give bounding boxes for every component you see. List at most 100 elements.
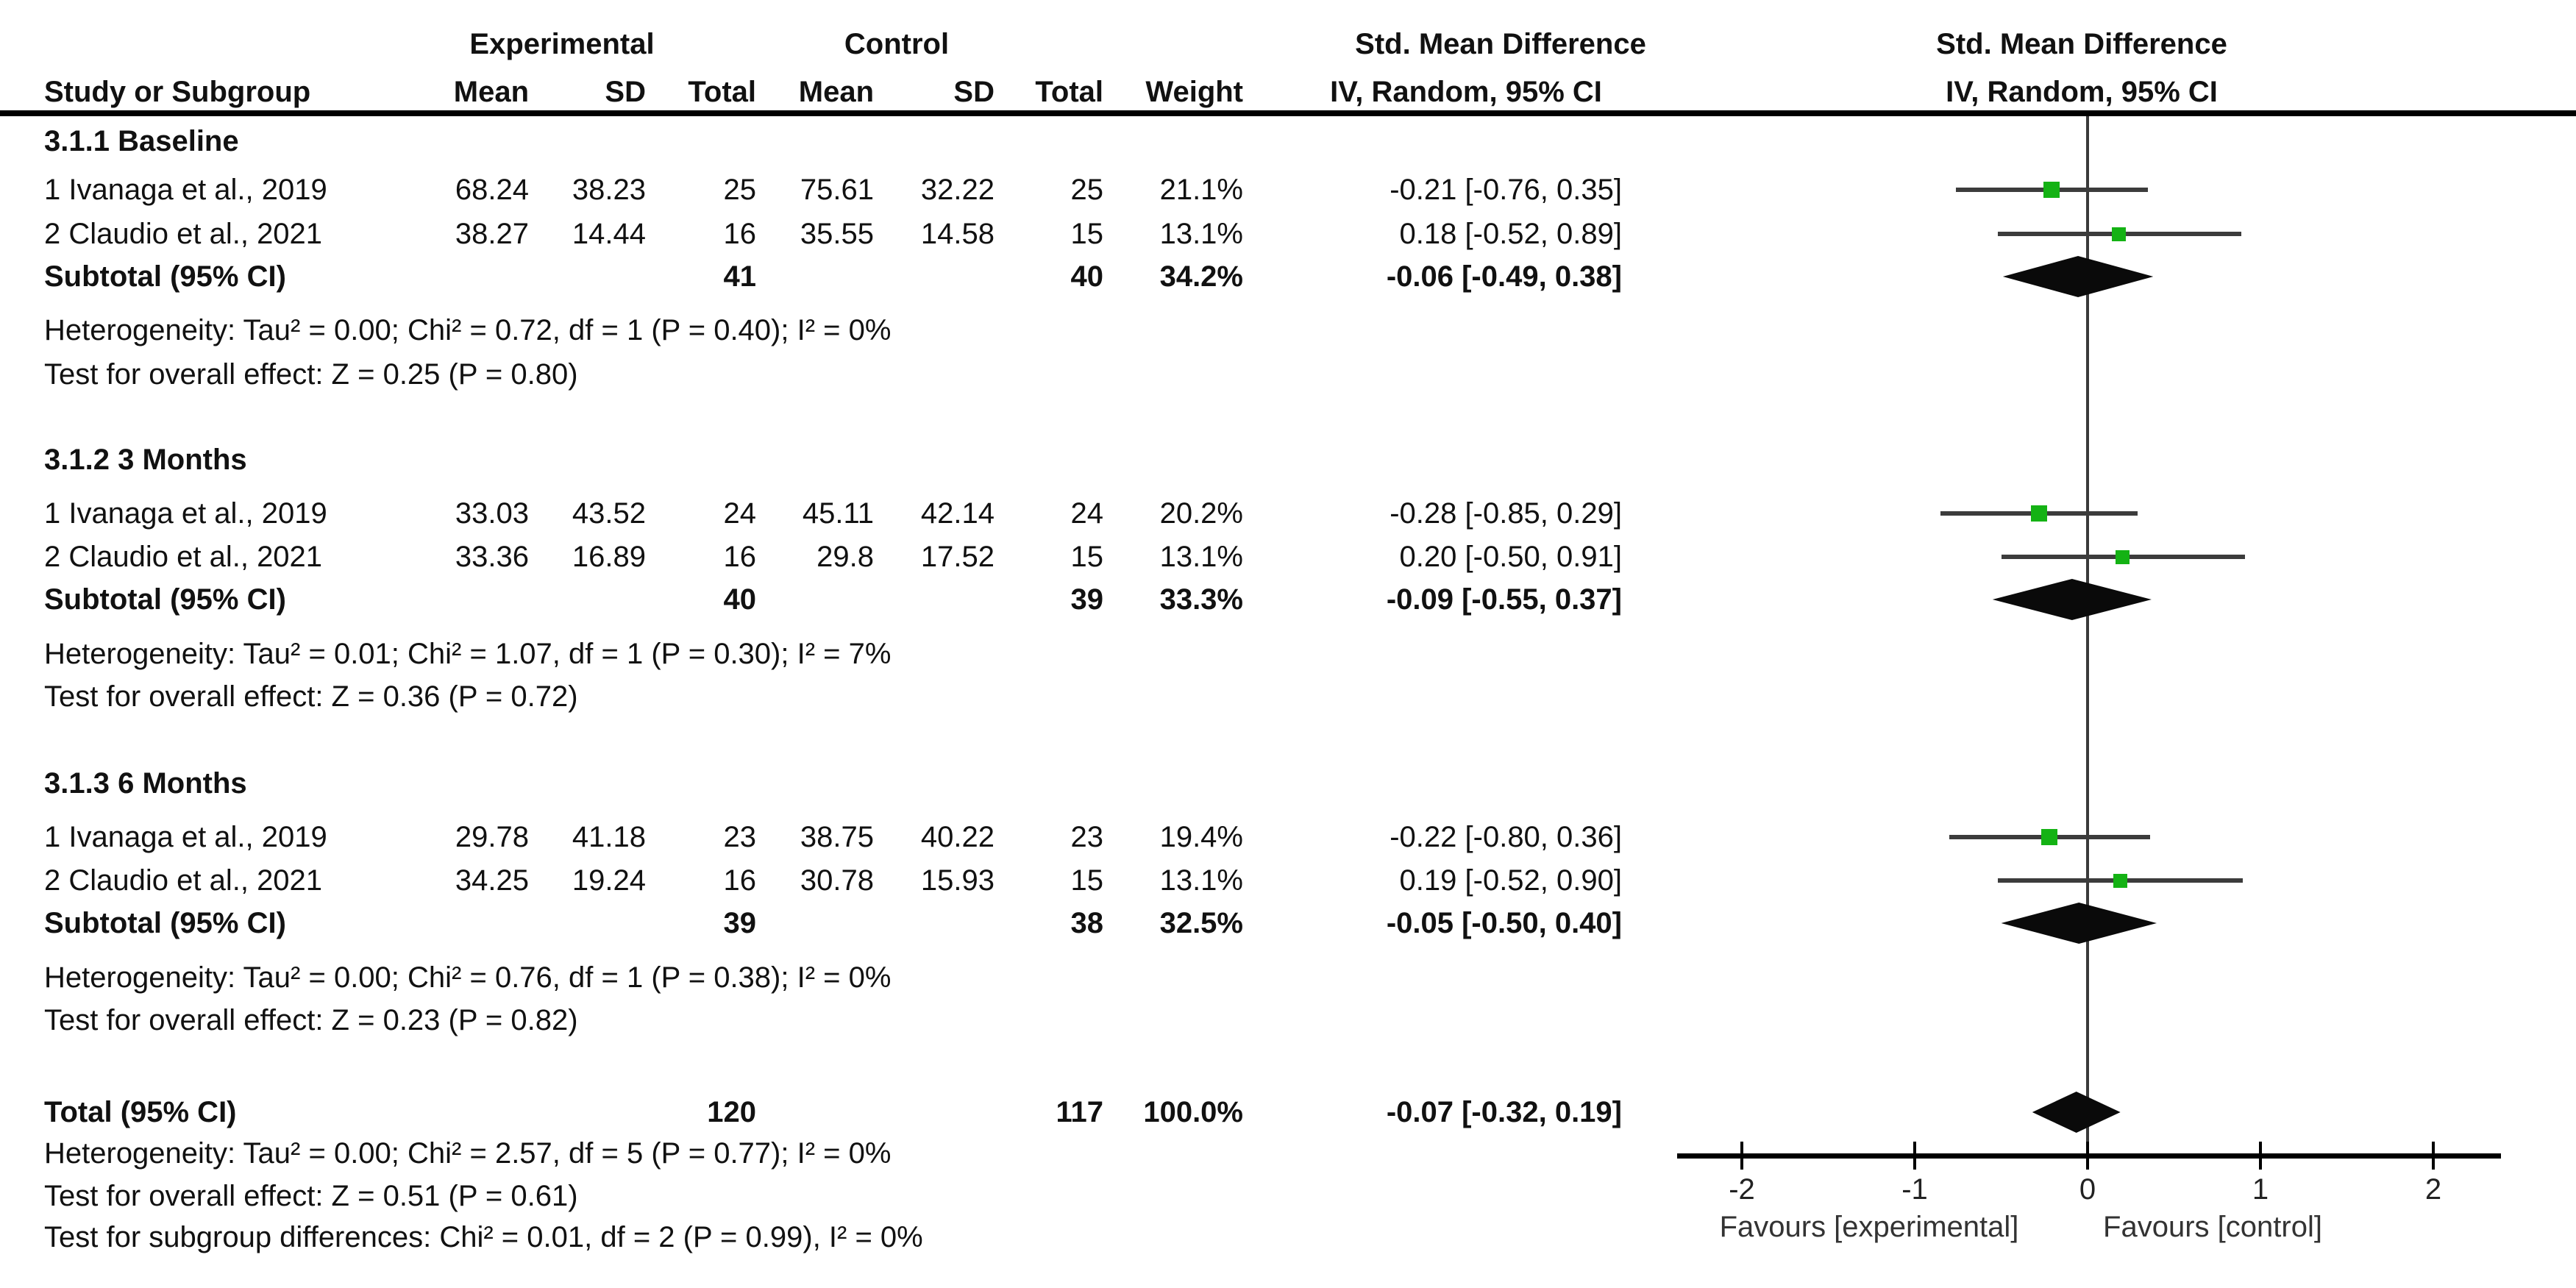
header-experimental: Experimental [469,28,655,60]
header-smd-column: Std. Mean Difference [1355,28,1646,60]
subtotal-weight: 32.5% [1159,907,1243,939]
subtotal-total-ctrl: 40 [1070,260,1104,293]
subtotal-ci-text: -0.05 [-0.50, 0.40] [1386,907,1622,939]
sd-ctrl: 42.14 [920,497,995,530]
axis-tick [2086,1142,2089,1170]
header-smd-plot: Std. Mean Difference [1936,28,2227,60]
subtotal-row: Subtotal (95% CI) 39 38 32.5% -0.05 [-0.… [0,902,2576,944]
study-label: 2 Claudio et al., 2021 [44,864,323,897]
mean-exp: 38.27 [455,218,529,250]
sd-exp: 43.52 [572,497,646,530]
weight: 13.1% [1159,864,1243,897]
total-exp: 24 [723,497,757,530]
mean-ctrl: 29.8 [816,541,874,573]
total-ctrl: 25 [1070,174,1104,206]
subtotal-total-exp: 40 [723,583,757,616]
header-sd-ctrl: SD [953,76,995,108]
total-exp: 23 [723,821,757,853]
heterogeneity-line: Heterogeneity: Tau² = 0.01; Chi² = 1.07,… [0,633,2576,675]
study-row: 2 Claudio et al., 2021 38.27 14.44 16 35… [0,213,2576,255]
total-row: Total (95% CI) 120 117 100.0% -0.07 [-0.… [0,1091,2576,1134]
sd-ctrl: 17.52 [920,541,995,573]
effect-square [2031,505,2048,522]
heterogeneity-line: Heterogeneity: Tau² = 0.00; Chi² = 2.57,… [0,1132,2576,1175]
study-label: 1 Ivanaga et al., 2019 [44,497,327,530]
header-group-row: Experimental Control Std. Mean Differenc… [0,23,2576,65]
subtotal-row: Subtotal (95% CI) 41 40 34.2% -0.06 [-0.… [0,255,2576,298]
header-study: Study or Subgroup [44,76,311,108]
section-title: 3.1.3 6 Months [0,762,2576,805]
study-label: 1 Ivanaga et al., 2019 [44,174,327,206]
ci-text: 0.18 [-0.52, 0.89] [1399,218,1622,250]
subtotal-total-exp: 41 [723,260,757,293]
axis-tick [1913,1142,1916,1170]
mean-ctrl: 30.78 [800,864,874,897]
subtotal-weight: 34.2% [1159,260,1243,293]
header-underline [0,110,2576,116]
subgroup-differences-line: Test for subgroup differences: Chi² = 0.… [0,1216,2576,1259]
subtotal-ci-text: -0.09 [-0.55, 0.37] [1386,583,1622,616]
header-method-plot: IV, Random, 95% CI [1946,76,2218,108]
favours-left-label: Favours [experimental] [1719,1211,2019,1243]
study-row: 1 Ivanaga et al., 2019 68.24 38.23 25 75… [0,168,2576,211]
effect-square [2111,227,2126,241]
mean-exp: 34.25 [455,864,529,897]
mean-ctrl: 35.55 [800,218,874,250]
section-title: 3.1.2 3 Months [0,438,2576,481]
section-title-label: 3.1.2 3 Months [44,444,247,476]
header-method-column: IV, Random, 95% CI [1330,76,1602,108]
total-ctrl: 15 [1070,218,1104,250]
axis-tick-label: -2 [1729,1173,1755,1206]
sd-ctrl: 32.22 [920,174,995,206]
overall-effect-line: Test for overall effect: Z = 0.23 (P = 0… [0,999,2576,1042]
weight: 19.4% [1159,821,1243,853]
section-title-label: 3.1.3 6 Months [44,767,247,800]
header-total-exp: Total [688,76,756,108]
weight: 13.1% [1159,541,1243,573]
overall-effect-text: Test for overall effect: Z = 0.36 (P = 0… [44,680,578,713]
ci-text: -0.21 [-0.76, 0.35] [1390,174,1622,206]
ci-text: 0.20 [-0.50, 0.91] [1399,541,1622,573]
effect-square [2041,829,2058,845]
effect-square [2115,549,2130,564]
axis-tick [2259,1142,2262,1170]
axis-tick [2432,1142,2435,1170]
sd-ctrl: 15.93 [920,864,995,897]
header-mean-exp: Mean [453,76,529,108]
study-label: 2 Claudio et al., 2021 [44,541,323,573]
header-control: Control [844,28,950,60]
weight: 21.1% [1159,174,1243,206]
total-total-exp: 120 [707,1096,756,1128]
header-sd-exp: SD [605,76,646,108]
heterogeneity-line: Heterogeneity: Tau² = 0.00; Chi² = 0.72,… [0,309,2576,352]
header-weight: Weight [1145,76,1243,108]
mean-exp: 68.24 [455,174,529,206]
total-weight: 100.0% [1143,1096,1243,1128]
total-exp: 16 [723,218,757,250]
heterogeneity-text: Heterogeneity: Tau² = 0.00; Chi² = 0.76,… [44,961,892,994]
total-exp: 16 [723,864,757,897]
subtotal-total-exp: 39 [723,907,757,939]
subtotal-ci-text: -0.06 [-0.49, 0.38] [1386,260,1622,293]
mean-ctrl: 75.61 [800,174,874,206]
study-label: 1 Ivanaga et al., 2019 [44,821,327,853]
weight: 20.2% [1159,497,1243,530]
weight: 13.1% [1159,218,1243,250]
axis-tick-label: 1 [2252,1173,2269,1206]
overall-effect-text: Test for overall effect: Z = 0.25 (P = 0… [44,358,578,391]
total-ctrl: 15 [1070,541,1104,573]
total-label: Total (95% CI) [44,1096,237,1128]
sd-ctrl: 14.58 [920,218,995,250]
heterogeneity-text: Heterogeneity: Tau² = 0.00; Chi² = 0.72,… [44,314,892,346]
x-axis-line [1677,1153,2501,1159]
total-ci-text: -0.07 [-0.32, 0.19] [1386,1096,1622,1128]
overall-effect-line: Test for overall effect: Z = 0.25 (P = 0… [0,353,2576,396]
header-mean-ctrl: Mean [798,76,874,108]
study-row: 1 Ivanaga et al., 2019 29.78 41.18 23 38… [0,816,2576,858]
sd-exp: 19.24 [572,864,646,897]
axis-tick-label: 2 [2424,1173,2442,1206]
total-ctrl: 15 [1070,864,1104,897]
header-total-ctrl: Total [1035,76,1103,108]
total-ctrl: 23 [1070,821,1104,853]
total-total-ctrl: 117 [1056,1096,1103,1128]
